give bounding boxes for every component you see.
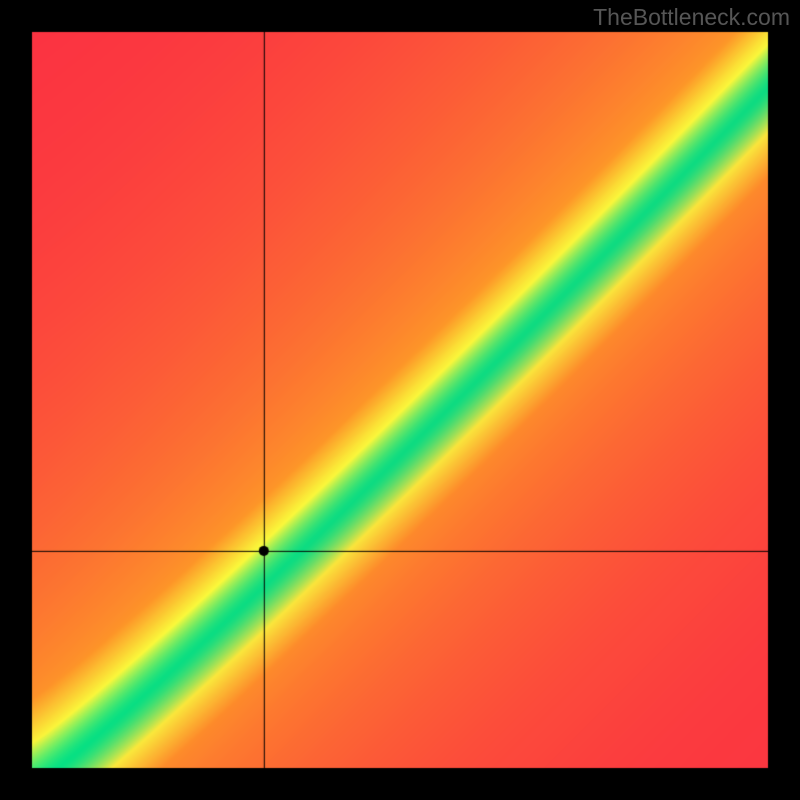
- watermark-text: TheBottleneck.com: [593, 4, 790, 31]
- heatmap-canvas: [0, 0, 800, 800]
- chart-container: TheBottleneck.com: [0, 0, 800, 800]
